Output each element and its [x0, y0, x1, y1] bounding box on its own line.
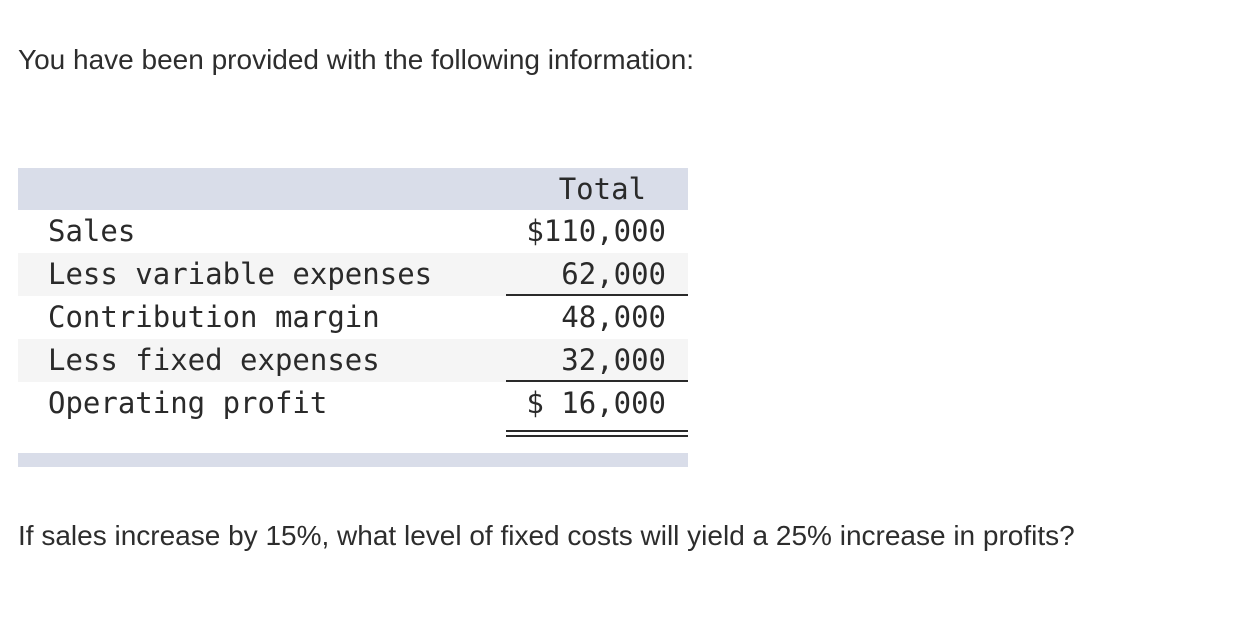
- row-amount: 32,000: [561, 343, 666, 377]
- subtotal-rule: [506, 380, 688, 382]
- column-header-total: Total: [558, 172, 646, 206]
- table-header-row: Total: [18, 168, 688, 210]
- table-footer-bar: [18, 453, 688, 467]
- intro-text: You have been provided with the followin…: [18, 44, 695, 75]
- table-row-operating-profit: Operating profit $ 16,000: [18, 382, 688, 437]
- subtotal-rule: [506, 294, 688, 296]
- table-row-variable-expenses: Less variable expenses 62,000: [18, 253, 688, 296]
- row-label: Less fixed expenses: [48, 343, 380, 377]
- row-amount: 48,000: [561, 300, 666, 334]
- income-statement-table: Total Sales $110,000 Less variable expen…: [18, 168, 688, 467]
- row-label: Less variable expenses: [48, 257, 433, 291]
- row-amount: $ 16,000: [526, 386, 666, 420]
- total-double-rule: [506, 430, 688, 437]
- question-text: If sales increase by 15%, what level of …: [18, 520, 1075, 551]
- table-row-contribution-margin: Contribution margin 48,000: [18, 296, 688, 339]
- row-amount: $110,000: [526, 214, 666, 248]
- table-row-fixed-expenses: Less fixed expenses 32,000: [18, 339, 688, 382]
- row-label: Contribution margin: [48, 300, 380, 334]
- table-row-sales: Sales $110,000: [18, 210, 688, 253]
- row-amount: 62,000: [561, 257, 666, 291]
- row-label: Sales: [48, 214, 136, 248]
- row-label: Operating profit: [48, 386, 328, 420]
